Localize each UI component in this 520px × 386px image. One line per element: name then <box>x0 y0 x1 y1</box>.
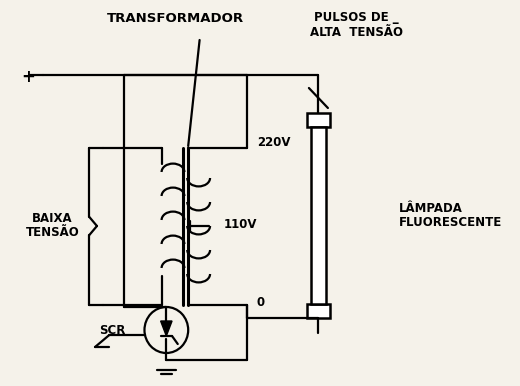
Text: 220V: 220V <box>257 137 290 149</box>
Text: 0: 0 <box>257 296 265 310</box>
Text: 110V: 110V <box>224 217 257 230</box>
Text: +: + <box>21 68 35 86</box>
Text: LÂMPADA: LÂMPADA <box>399 201 463 215</box>
Bar <box>307 304 330 318</box>
Text: SCR: SCR <box>99 323 125 337</box>
Text: FLUORESCENTE: FLUORESCENTE <box>399 217 502 230</box>
Text: PULSOS DE _: PULSOS DE _ <box>314 12 399 24</box>
Bar <box>307 113 330 127</box>
Text: TRANSFORMADOR: TRANSFORMADOR <box>107 12 244 24</box>
Text: TENSÃO: TENSÃO <box>25 227 79 239</box>
Text: BAIXA: BAIXA <box>32 212 73 225</box>
Polygon shape <box>161 321 172 336</box>
Text: ALTA  TENSÃO: ALTA TENSÃO <box>310 27 403 39</box>
Bar <box>311 127 326 304</box>
